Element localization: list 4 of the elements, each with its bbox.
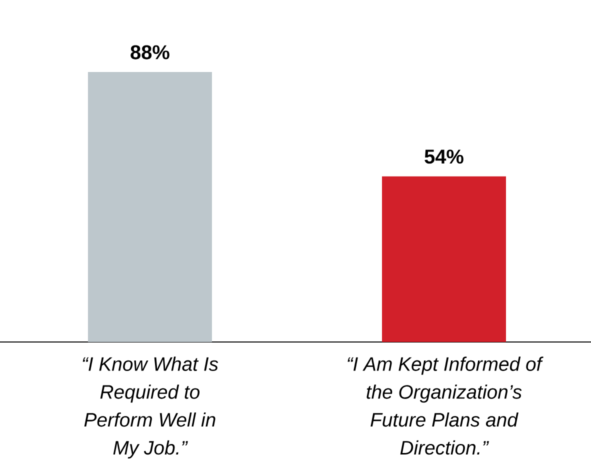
x-tick-label: “I Am Kept Informed of the Organization’s Future Plans and Direction.” xyxy=(348,356,544,455)
x-tick-label: “I Know What Is Required to Perform Well in My Job.” xyxy=(82,356,218,458)
data-label: 88% xyxy=(130,45,170,60)
data-label: 54% xyxy=(424,150,464,164)
